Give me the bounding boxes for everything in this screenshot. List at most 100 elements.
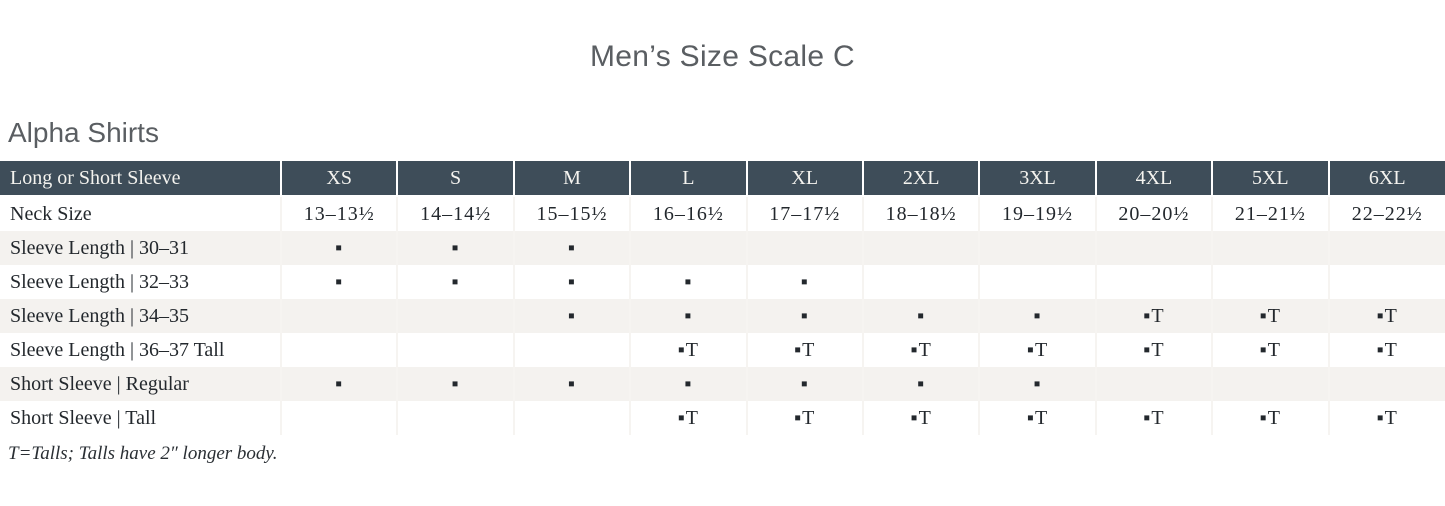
header-cell-size-s: S bbox=[396, 161, 514, 197]
availability-marker: ▪ bbox=[629, 299, 747, 333]
neck-size-cell: 18–18½ bbox=[861, 196, 980, 231]
empty-cell bbox=[1211, 367, 1329, 401]
availability-marker: ▪ bbox=[745, 265, 863, 299]
row-label: Short Sleeve | Tall bbox=[0, 401, 281, 435]
header-cell-size-5xl: 5XL bbox=[1211, 161, 1329, 197]
table-row: Sleeve Length | 30–31 ▪ ▪ ▪ bbox=[0, 231, 1445, 265]
empty-cell bbox=[745, 231, 863, 265]
row-label: Short Sleeve | Regular bbox=[0, 367, 281, 401]
table-row: Short Sleeve | Regular ▪ ▪ ▪ ▪ ▪ ▪ ▪ bbox=[0, 367, 1445, 401]
availability-tall-marker: ▪T bbox=[1327, 333, 1445, 367]
section-title-alpha-shirts: Alpha Shirts bbox=[8, 117, 159, 148]
empty-cell bbox=[396, 333, 514, 367]
header-cell-size-3xl: 3XL bbox=[978, 161, 1096, 197]
availability-marker: ▪ bbox=[279, 367, 398, 401]
empty-cell bbox=[1211, 265, 1329, 299]
availability-tall-marker: ▪T bbox=[1094, 299, 1213, 333]
availability-tall-marker: ▪T bbox=[1211, 401, 1329, 435]
header-cell-size-2xl: 2XL bbox=[861, 161, 980, 197]
availability-marker: ▪ bbox=[978, 367, 1096, 401]
availability-marker: ▪ bbox=[629, 265, 747, 299]
availability-tall-marker: ▪T bbox=[629, 333, 747, 367]
neck-size-cell: 15–15½ bbox=[512, 196, 631, 231]
row-label: Sleeve Length | 32–33 bbox=[0, 265, 281, 299]
empty-cell bbox=[1211, 231, 1329, 265]
availability-marker: ▪ bbox=[745, 367, 863, 401]
row-label: Sleeve Length | 36–37 Tall bbox=[0, 333, 281, 367]
header-cell-size-l: L bbox=[629, 161, 747, 197]
row-label: Sleeve Length | 30–31 bbox=[0, 231, 281, 265]
table-row: Neck Size 13–13½ 14–14½ 15–15½ 16–16½ 17–17½ 1… bbox=[0, 196, 1445, 231]
availability-marker: ▪ bbox=[279, 231, 398, 265]
availability-marker: ▪ bbox=[745, 299, 863, 333]
empty-cell bbox=[279, 401, 398, 435]
availability-tall-marker: ▪T bbox=[1211, 333, 1329, 367]
availability-tall-marker: ▪T bbox=[1094, 401, 1213, 435]
header-cell-size-xl: XL bbox=[745, 161, 863, 197]
neck-size-cell: 17–17½ bbox=[745, 196, 863, 231]
availability-marker: ▪ bbox=[978, 299, 1096, 333]
alpha-shirts-size-table: Long or Short Sleeve XS S M L XL 2XL 3XL 4XL 5XL 6… bbox=[0, 161, 1445, 435]
empty-cell bbox=[1094, 367, 1213, 401]
header-cell-row-label: Long or Short Sleeve bbox=[0, 161, 281, 197]
availability-tall-marker: ▪T bbox=[1094, 333, 1213, 367]
availability-marker: ▪ bbox=[861, 299, 980, 333]
availability-tall-marker: ▪T bbox=[1211, 299, 1329, 333]
empty-cell bbox=[512, 333, 631, 367]
row-label: Sleeve Length | 34–35 bbox=[0, 299, 281, 333]
row-label: Neck Size bbox=[0, 196, 281, 231]
availability-tall-marker: ▪T bbox=[745, 401, 863, 435]
table-row: Short Sleeve | Tall ▪T ▪T ▪T ▪T ▪T ▪T ▪T bbox=[0, 401, 1445, 435]
availability-marker: ▪ bbox=[512, 299, 631, 333]
availability-marker: ▪ bbox=[396, 265, 514, 299]
empty-cell bbox=[512, 401, 631, 435]
empty-cell bbox=[861, 265, 980, 299]
neck-size-cell: 13–13½ bbox=[279, 196, 398, 231]
availability-marker: ▪ bbox=[629, 367, 747, 401]
header-cell-size-m: M bbox=[512, 161, 631, 197]
neck-size-cell: 20–20½ bbox=[1094, 196, 1213, 231]
table-row: Sleeve Length | 32–33 ▪ ▪ ▪ ▪ ▪ bbox=[0, 265, 1445, 299]
availability-marker: ▪ bbox=[512, 367, 631, 401]
page-title: Men’s Size Scale C bbox=[590, 40, 855, 73]
empty-cell bbox=[1094, 265, 1213, 299]
empty-cell bbox=[861, 231, 980, 265]
empty-cell bbox=[1327, 231, 1445, 265]
table-header-row: Long or Short Sleeve XS S M L XL 2XL 3XL 4XL 5XL 6… bbox=[0, 161, 1445, 197]
neck-size-cell: 21–21½ bbox=[1211, 196, 1329, 231]
empty-cell bbox=[1327, 265, 1445, 299]
table-row: Sleeve Length | 34–35 ▪ ▪ ▪ ▪ ▪ ▪T ▪T ▪T bbox=[0, 299, 1445, 333]
availability-tall-marker: ▪T bbox=[629, 401, 747, 435]
neck-size-cell: 19–19½ bbox=[978, 196, 1096, 231]
empty-cell bbox=[629, 231, 747, 265]
neck-size-cell: 14–14½ bbox=[396, 196, 514, 231]
availability-tall-marker: ▪T bbox=[978, 333, 1096, 367]
availability-marker: ▪ bbox=[396, 231, 514, 265]
table-row: Sleeve Length | 36–37 Tall ▪T ▪T ▪T ▪T ▪T ▪T ▪T bbox=[0, 333, 1445, 367]
empty-cell bbox=[396, 401, 514, 435]
empty-cell bbox=[978, 265, 1096, 299]
talls-footnote: T=Talls; Talls have 2″ longer body. bbox=[8, 443, 278, 464]
availability-marker: ▪ bbox=[861, 367, 980, 401]
empty-cell bbox=[279, 333, 398, 367]
availability-marker: ▪ bbox=[512, 265, 631, 299]
availability-tall-marker: ▪T bbox=[978, 401, 1096, 435]
empty-cell bbox=[1094, 231, 1213, 265]
empty-cell bbox=[978, 231, 1096, 265]
header-cell-size-xs: XS bbox=[279, 161, 398, 197]
availability-marker: ▪ bbox=[396, 367, 514, 401]
availability-tall-marker: ▪T bbox=[1327, 299, 1445, 333]
availability-tall-marker: ▪T bbox=[1327, 401, 1445, 435]
availability-tall-marker: ▪T bbox=[745, 333, 863, 367]
size-chart-page: Men’s Size Scale C Alpha Shirts Long or … bbox=[0, 40, 1445, 464]
empty-cell bbox=[279, 299, 398, 333]
neck-size-cell: 16–16½ bbox=[629, 196, 747, 231]
availability-marker: ▪ bbox=[512, 231, 631, 265]
header-cell-size-4xl: 4XL bbox=[1094, 161, 1213, 197]
table-body: Neck Size 13–13½ 14–14½ 15–15½ 16–16½ 17–17½ 1… bbox=[0, 196, 1445, 435]
availability-tall-marker: ▪T bbox=[861, 401, 980, 435]
neck-size-cell: 22–22½ bbox=[1327, 196, 1445, 231]
availability-marker: ▪ bbox=[279, 265, 398, 299]
empty-cell bbox=[396, 299, 514, 333]
availability-tall-marker: ▪T bbox=[861, 333, 980, 367]
